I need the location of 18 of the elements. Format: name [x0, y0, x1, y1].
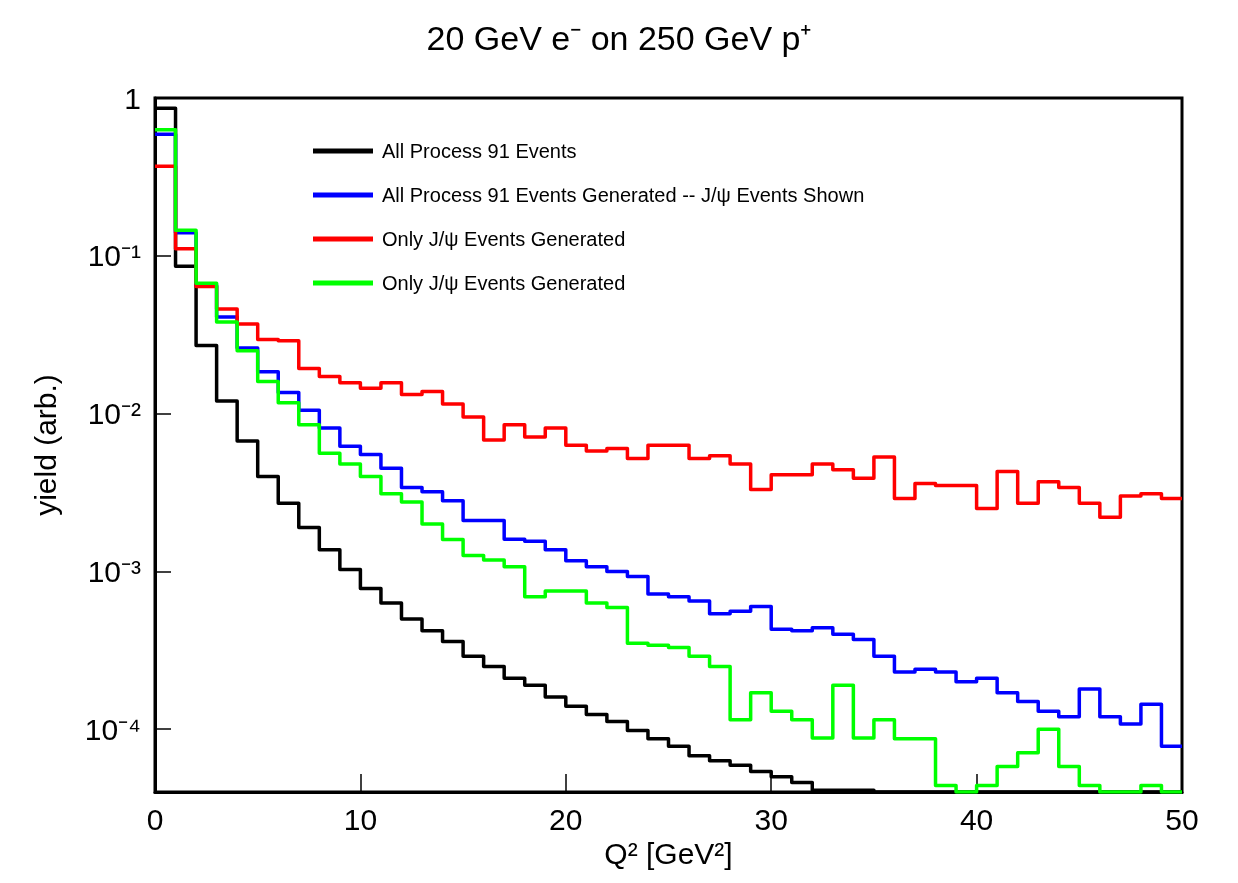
x-tick-label: 10	[343, 802, 378, 836]
x-axis-title: Q² [GeV²]	[604, 837, 733, 871]
legend-label: All Process 91 Events Generated -- J/ψ Events Shown	[382, 184, 865, 206]
x-tick-label: 30	[754, 802, 788, 836]
y-tick-label: 1	[124, 81, 141, 115]
x-tick-label: 40	[959, 802, 994, 836]
y-tick-label: 10⁻³	[87, 554, 142, 588]
legend-label: Only J/ψ Events Generated	[382, 228, 626, 250]
y-tick-label: 10⁻⁴	[84, 712, 141, 746]
legend-label: All Process 91 Events	[382, 140, 577, 162]
y-tick-label: 10⁻²	[87, 397, 142, 431]
legend-label: Only J/ψ Events Generated	[382, 272, 626, 294]
y-tick-label: 10⁻¹	[87, 239, 142, 273]
x-tick-label: 50	[1165, 802, 1199, 836]
y-axis-title: yield (arb.)	[28, 374, 62, 516]
x-tick-label: 0	[146, 802, 164, 836]
x-tick-label: 20	[549, 802, 583, 836]
chart-title: 20 GeV e⁻ on 250 GeV p⁺	[426, 19, 812, 57]
